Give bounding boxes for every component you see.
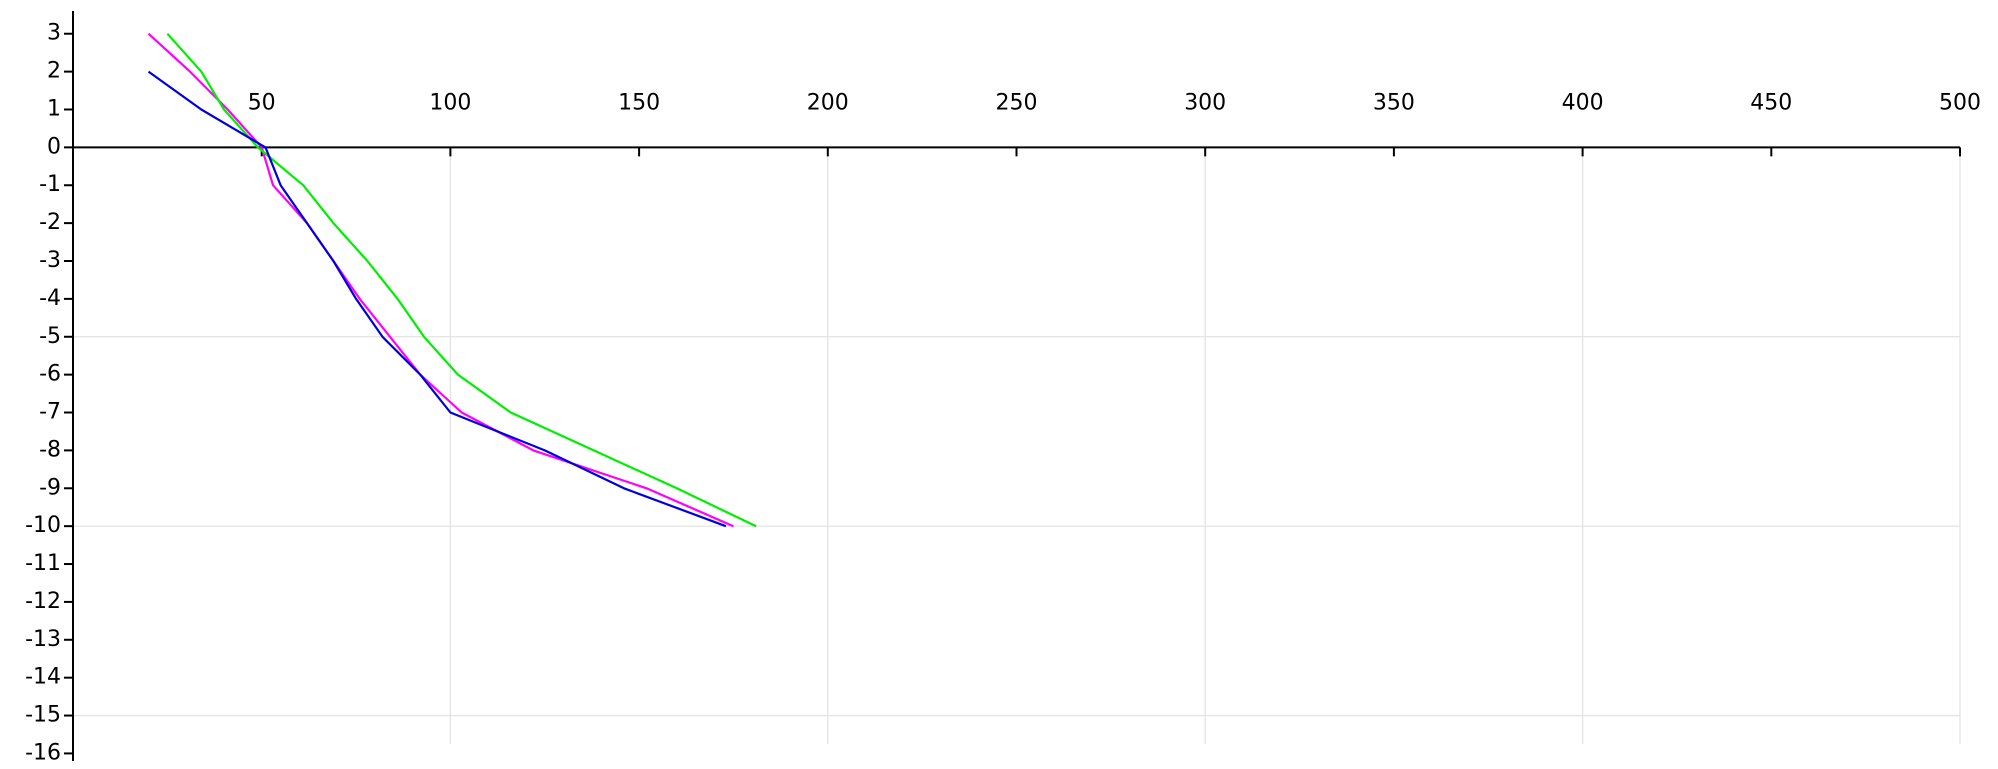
x-tick-label: 250	[996, 90, 1038, 115]
x-tick-label: 150	[618, 90, 660, 115]
y-tick-label: -12	[25, 589, 61, 614]
y-tick-label: 1	[47, 96, 61, 121]
series-line	[147, 70, 727, 528]
y-tick-label: -14	[25, 665, 61, 690]
x-tick-label: 350	[1373, 90, 1415, 115]
y-tick-label: -15	[25, 703, 61, 728]
y-tick-label: -3	[39, 248, 61, 273]
y-tick-label: -2	[39, 210, 61, 235]
y-tick-label: 0	[47, 134, 61, 159]
series-line	[166, 32, 757, 528]
y-tick-label: -5	[39, 324, 61, 349]
x-tick-label: 200	[807, 90, 849, 115]
x-tick-label: 50	[248, 90, 276, 115]
y-tick-label: -6	[39, 362, 61, 387]
y-tick-label: -8	[39, 437, 61, 462]
y-tick-label: -4	[39, 286, 61, 311]
y-tick-label: -13	[25, 627, 61, 652]
y-tick-label: -1	[39, 172, 61, 197]
series-line	[147, 32, 734, 528]
y-tick-label: 3	[47, 21, 61, 46]
y-tick-label: -7	[39, 400, 61, 425]
x-tick-label: 400	[1562, 90, 1604, 115]
x-tick-label: 300	[1184, 90, 1226, 115]
y-tick-label: -9	[39, 475, 61, 500]
y-tick-label: -16	[25, 740, 61, 765]
x-tick-label: 500	[1939, 90, 1981, 115]
y-tick-label: -11	[25, 551, 61, 576]
x-tick-label: 100	[429, 90, 471, 115]
y-tick-label: -10	[25, 513, 61, 538]
x-tick-label: 450	[1750, 90, 1792, 115]
y-tick-label: 2	[47, 59, 61, 84]
